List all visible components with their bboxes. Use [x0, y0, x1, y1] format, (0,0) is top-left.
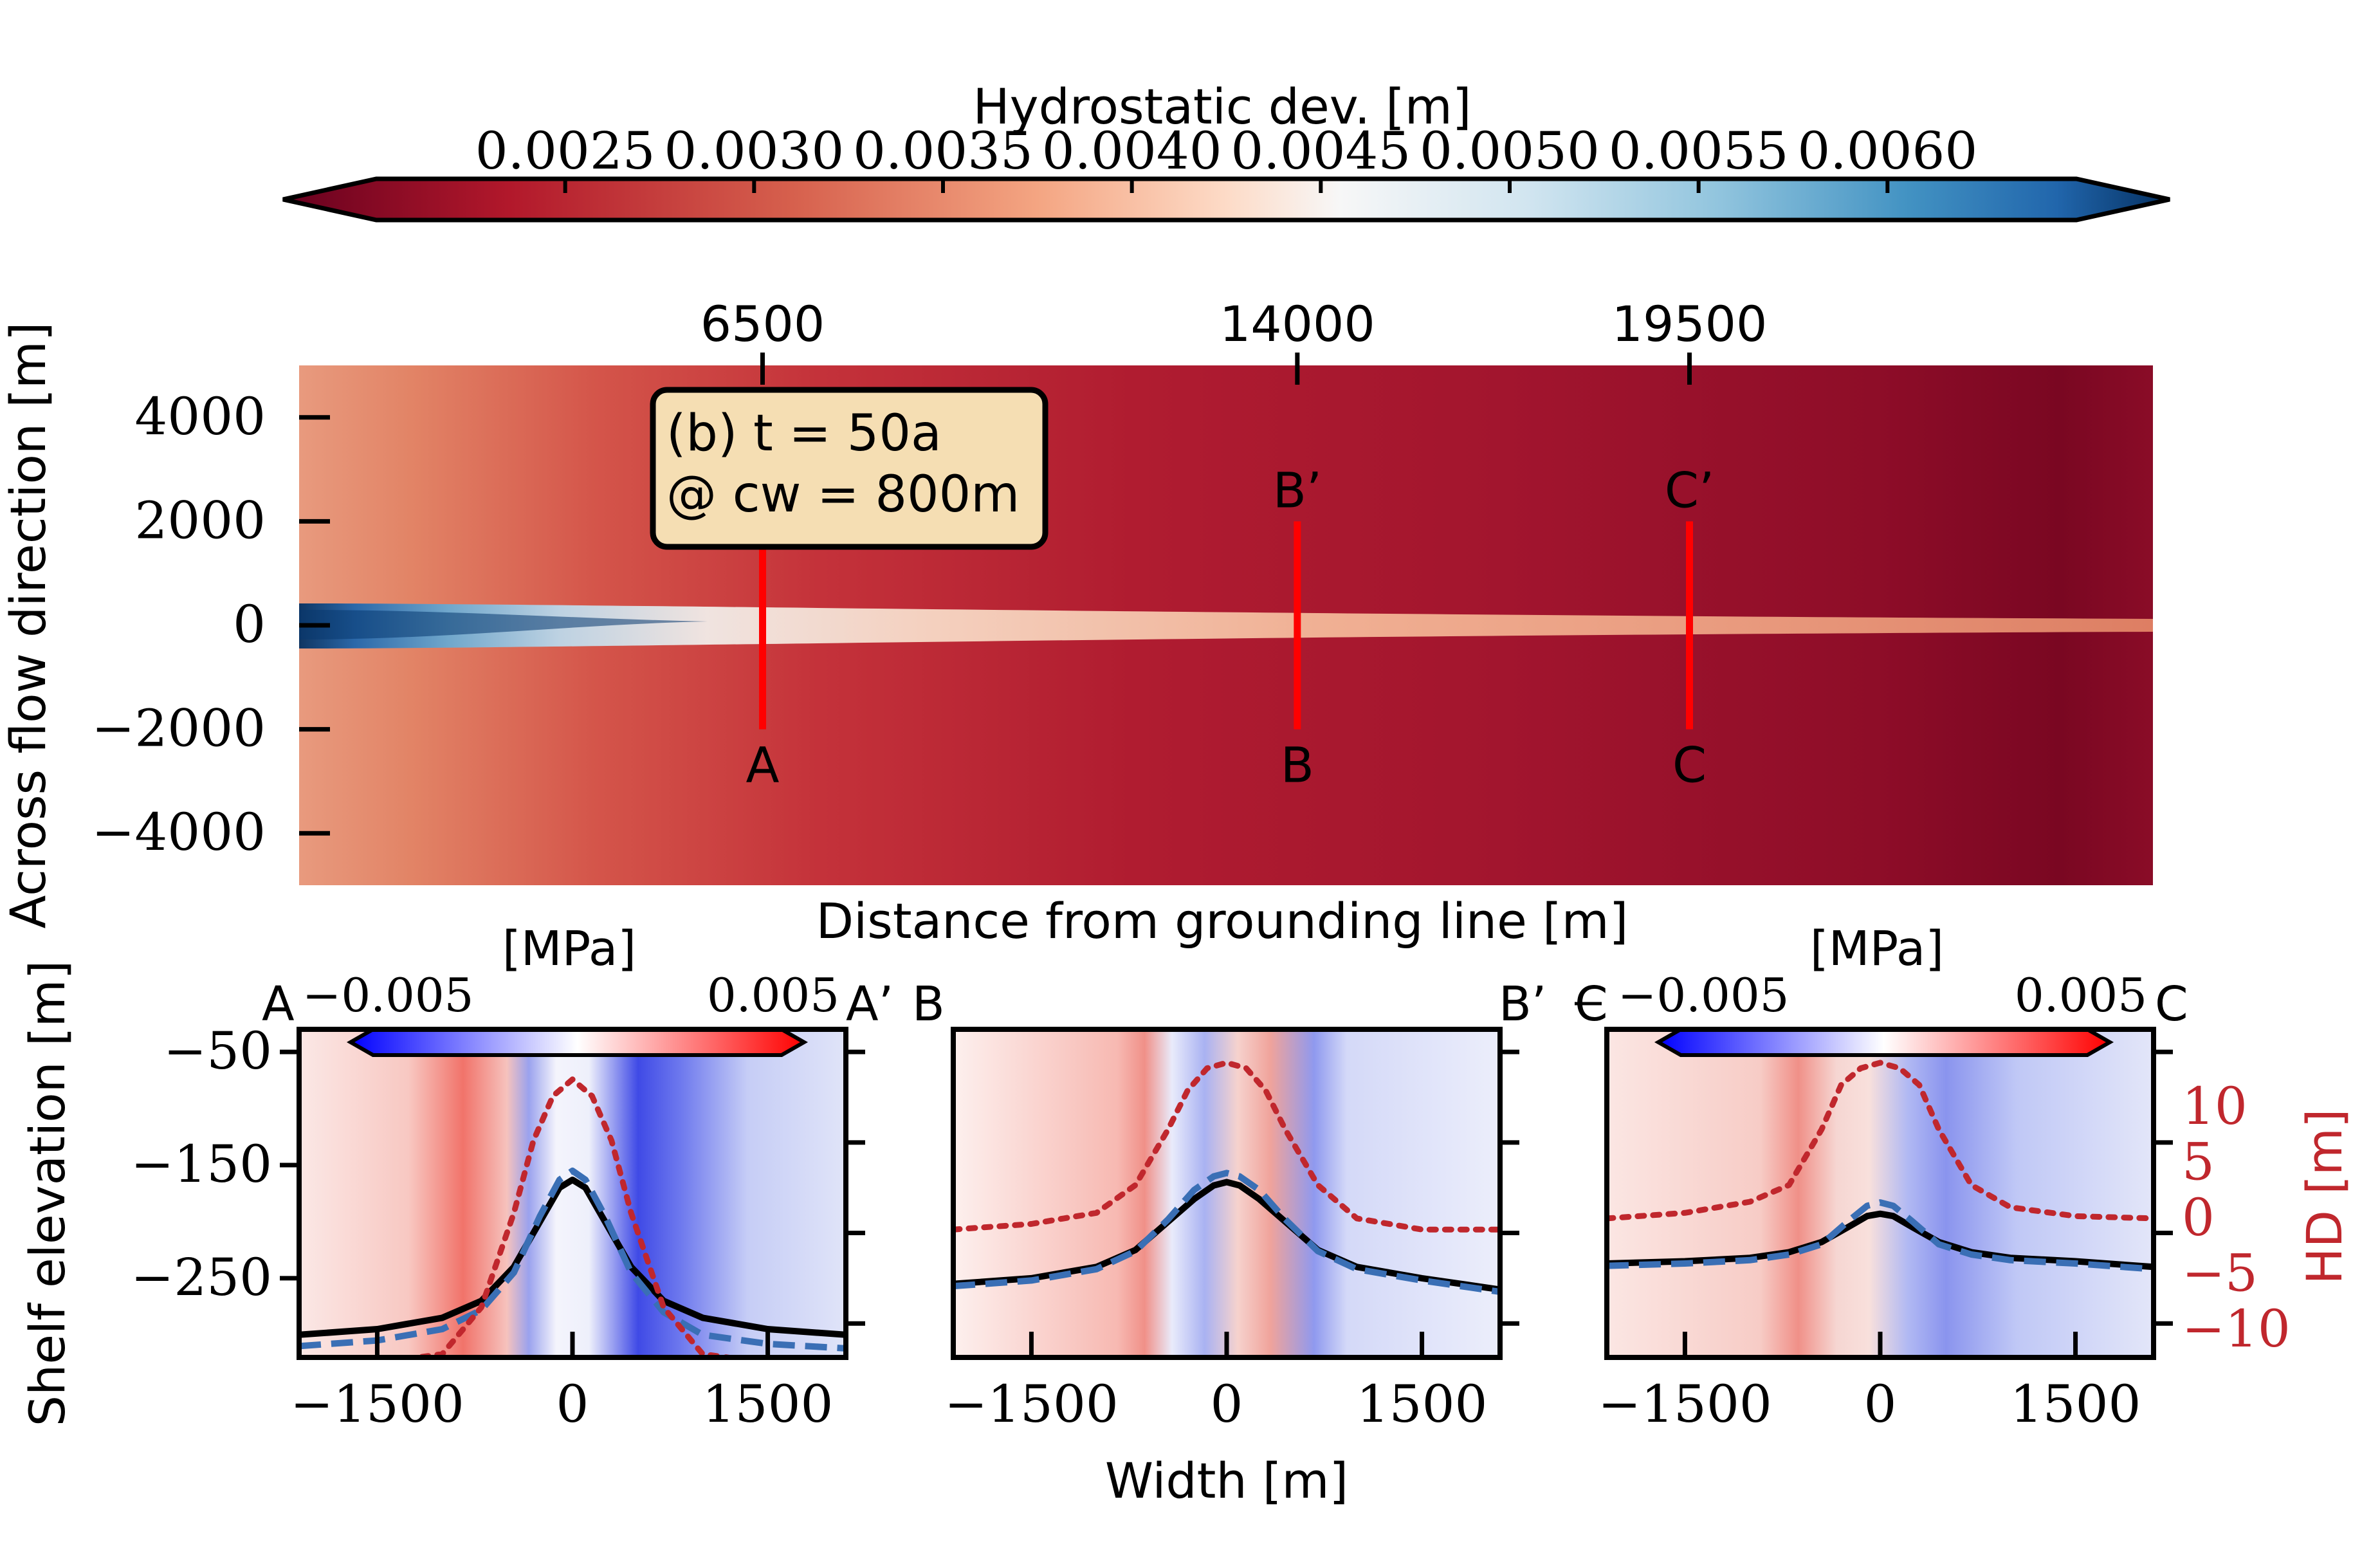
x-tick-label: 0 — [1864, 1374, 1897, 1434]
y-tick-label: −50 — [163, 1021, 272, 1081]
map-y-tick-label: 2000 — [134, 490, 266, 550]
hd-tick-label: 5 — [2182, 1132, 2215, 1191]
y-tick-label: −250 — [131, 1247, 272, 1307]
colorbar-label: Hydrostatic dev. [m] — [973, 78, 1472, 135]
surface-dashed-line — [1607, 1199, 2154, 1273]
colorbar-tick-labels: 0.0025 0.0030 0.0035 0.0040 0.0045 0.0050 0.00… — [475, 121, 1978, 181]
bed-line — [299, 1176, 846, 1338]
stress-colorbar-c — [1654, 1027, 2114, 1057]
x-tick-label: 1500 — [702, 1374, 834, 1434]
transect-end-label: C’ — [1665, 461, 1714, 519]
map-y-label: Across flow direction [m] — [0, 322, 57, 928]
stress-colorbar-c-max: 0.005 — [2015, 968, 2147, 1022]
transect-panel-a: −1500 0 1500 −50 −150 −250 [MPa] −0.005 0.005… — [19, 921, 893, 1434]
annotation-box — [650, 387, 1048, 550]
stress-field-b — [953, 1029, 1500, 1357]
colorbar-tick-label: 0.0045 — [1231, 121, 1411, 181]
transect-y-label: Shelf elevation [m] — [19, 960, 76, 1426]
hd-tick-label: 10 — [2182, 1076, 2247, 1136]
transect-a-left-label: A — [262, 977, 295, 1032]
transect-a-right-label: A’ — [846, 977, 893, 1032]
plume-core — [299, 610, 708, 639]
x-tick-label: −1500 — [944, 1374, 1119, 1434]
map-y-tick-label: 4000 — [134, 387, 266, 446]
map-top-tick-label: 14000 — [1220, 295, 1375, 353]
colorbar-tick-label: 0.0040 — [1042, 121, 1222, 181]
colorbar-tick-label: 0.0025 — [475, 121, 655, 181]
stress-colorbar-c-label: [MPa] — [1810, 921, 1944, 977]
x-tick-label: 1500 — [1357, 1374, 1488, 1434]
hd-dotted-line — [396, 1076, 749, 1357]
colorbar-tick-label: 0.0035 — [853, 121, 1033, 181]
hd-tick-label: −10 — [2182, 1299, 2291, 1359]
transect-c-lines — [1607, 1060, 2154, 1273]
transect-a-ticks: −1500 0 1500 −50 −150 −250 — [131, 1021, 865, 1434]
transect-end-label: B’ — [1273, 461, 1322, 519]
transect-c-right-label: C — [2155, 977, 2188, 1032]
x-tick-label: −1500 — [290, 1374, 464, 1434]
transect-b-right-label: B’ — [1499, 977, 1546, 1032]
transect-a-lines — [299, 1076, 846, 1357]
annotation-line-1: (b) t = 50a — [666, 405, 942, 463]
x-tick-label: −1500 — [1598, 1374, 1772, 1434]
hd-colorbar: Hydrostatic dev. [m] 0.0025 0.0030 0.0035 0… — [282, 78, 2170, 223]
x-tick-label: 0 — [1211, 1374, 1243, 1434]
map-y-tick-label: 0 — [233, 594, 266, 654]
hd-dotted-line — [953, 1060, 1500, 1233]
stress-field-c — [1607, 1029, 2154, 1357]
stress-colorbar-c-min: −0.005 — [1618, 968, 1789, 1022]
map-top-ticks: 6500 14000 19500 — [700, 295, 1768, 385]
transect-x-label: Width [m] — [1105, 1452, 1348, 1509]
y-tick-label: −150 — [131, 1134, 272, 1194]
colorbar-tick-label: 0.0060 — [1797, 121, 1977, 181]
map-top-tick-label: 6500 — [700, 295, 825, 353]
map-y-tick-label: −4000 — [91, 802, 266, 862]
transect-b-left-label: B — [912, 977, 945, 1032]
stress-colorbar-a-max: 0.005 — [707, 968, 839, 1022]
transect-start-label: C — [1672, 737, 1707, 794]
stress-colorbar-a-label: [MPa] — [502, 921, 636, 977]
hd-tick-label: 0 — [2182, 1188, 2215, 1247]
x-tick-label: 0 — [556, 1374, 589, 1434]
map-y-tick-label: −2000 — [91, 699, 266, 758]
colorbar-tick-label: 0.0030 — [664, 121, 844, 181]
colorbar-ticks — [563, 179, 1890, 193]
transect-start-label: A — [746, 737, 780, 794]
stress-colorbar-a-min: −0.005 — [302, 968, 473, 1022]
map-top-tick-label: 19500 — [1612, 295, 1768, 353]
surface-dashed-line — [953, 1170, 1500, 1295]
transect-b-ticks: −1500 0 1500 — [944, 1049, 1519, 1434]
transect-b-lines — [953, 1060, 1500, 1295]
hd-dotted-line — [1607, 1060, 2154, 1222]
hd-tick-label: −5 — [2182, 1243, 2258, 1303]
colorbar-tick-label: 0.0055 — [1609, 121, 1789, 181]
map-y-ticks: 4000 2000 0 −2000 −4000 — [91, 387, 330, 862]
stress-field-a — [299, 1029, 846, 1357]
surface-dashed-line — [299, 1167, 846, 1352]
stress-colorbar-a — [346, 1027, 809, 1057]
colorbar-tick-label: 0.0050 — [1420, 121, 1600, 181]
transect-c-ticks: −1500 0 1500 — [1598, 1049, 2173, 1434]
map-x-label: Distance from grounding line [m] — [816, 892, 1629, 950]
transect-panel-b: −1500 0 1500 B B’ Width [m] — [912, 977, 1546, 1509]
transect-start-label: B — [1281, 737, 1314, 794]
annotation-line-2: @ cw = 800m — [666, 466, 1020, 524]
x-tick-label: 1500 — [2010, 1374, 2141, 1434]
hd-axis-label: HD [m] — [2296, 1108, 2353, 1284]
transect-panel-c: −1500 0 1500 [MPa] −0.005 0.005 C C 1050−5… — [1575, 921, 2353, 1434]
